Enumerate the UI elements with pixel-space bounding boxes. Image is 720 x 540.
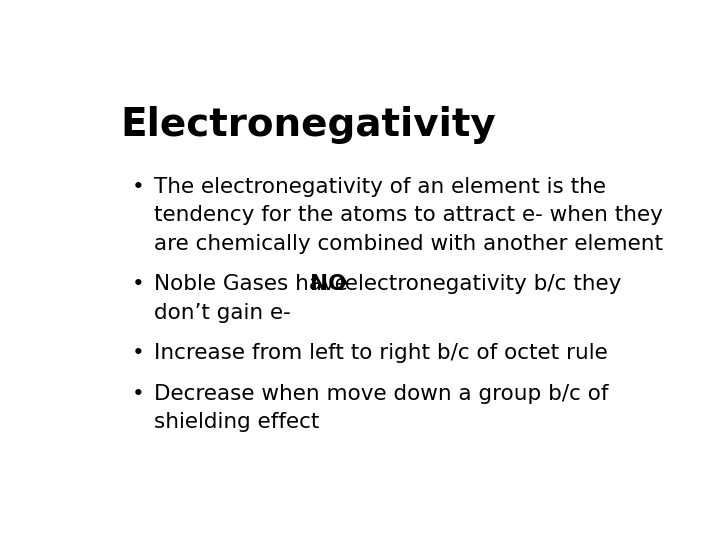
Text: Decrease when move down a group b/c of: Decrease when move down a group b/c of [154,384,608,404]
Text: Electronegativity: Electronegativity [121,106,497,144]
Text: don’t gain e-: don’t gain e- [154,302,291,322]
Text: •: • [132,343,145,363]
Text: The electronegativity of an element is the: The electronegativity of an element is t… [154,177,606,197]
Text: •: • [132,177,145,197]
Text: Increase from left to right b/c of octet rule: Increase from left to right b/c of octet… [154,343,608,363]
Text: shielding effect: shielding effect [154,413,320,433]
Text: NO: NO [310,274,346,294]
Text: •: • [132,384,145,404]
Text: •: • [132,274,145,294]
Text: are chemically combined with another element: are chemically combined with another ele… [154,234,663,254]
Text: tendency for the atoms to attract e- when they: tendency for the atoms to attract e- whe… [154,205,663,225]
Text: electronegativity b/c they: electronegativity b/c they [338,274,621,294]
Text: Noble Gases have: Noble Gases have [154,274,355,294]
